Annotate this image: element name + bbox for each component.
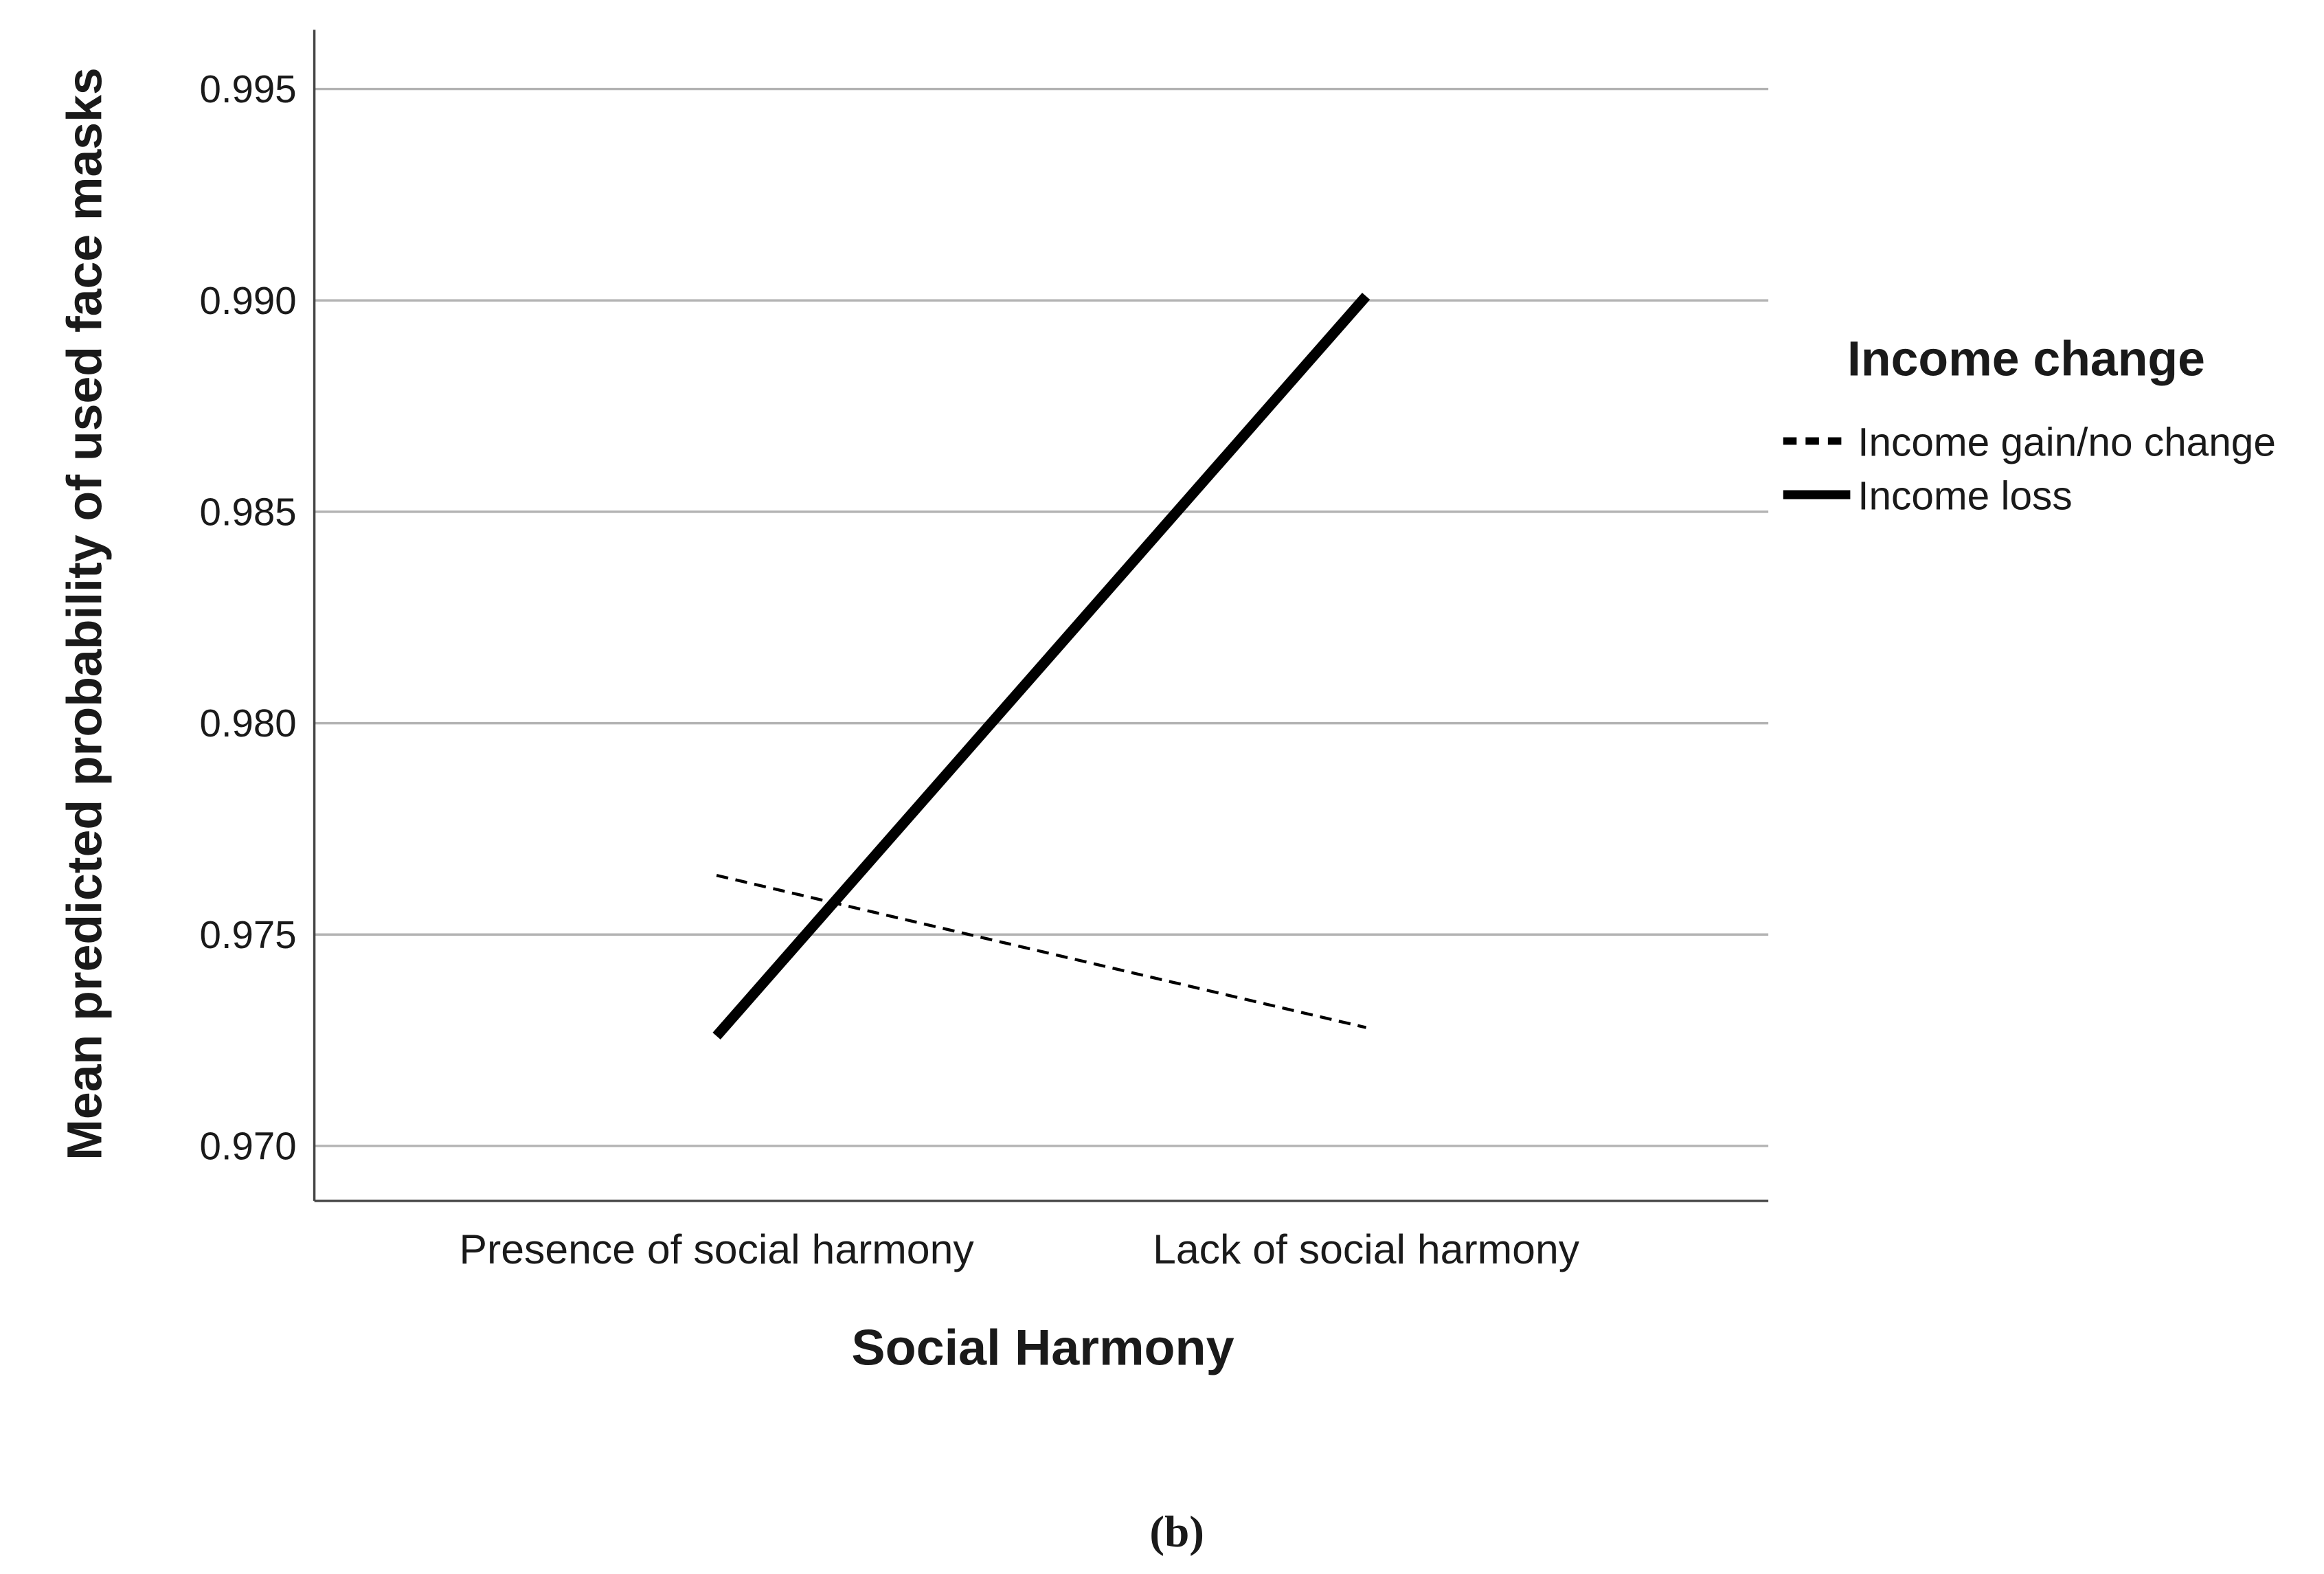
x-tick-label: Presence of social harmony <box>459 1226 974 1272</box>
y-tick-label: 0.975 <box>199 913 296 956</box>
series-line <box>716 874 1367 1029</box>
y-tick-label: 0.995 <box>199 67 296 111</box>
x-tick-label: Lack of social harmony <box>1153 1226 1580 1272</box>
y-tick-label: 0.985 <box>199 490 296 533</box>
legend-label: Income gain/no change <box>1858 420 2276 465</box>
y-tick-label: 0.980 <box>199 701 296 745</box>
y-tick-label: 0.990 <box>199 279 296 322</box>
legend-label: Income loss <box>1858 474 2072 519</box>
legend-title: Income change <box>1847 332 2205 387</box>
series-line <box>712 293 1370 1039</box>
x-axis-title: Social Harmony <box>851 1318 1234 1375</box>
y-axis-title: Mean predicted probability of used face … <box>57 67 112 1160</box>
y-tick-label: 0.970 <box>199 1124 296 1167</box>
caption: (b) <box>1149 1507 1204 1557</box>
